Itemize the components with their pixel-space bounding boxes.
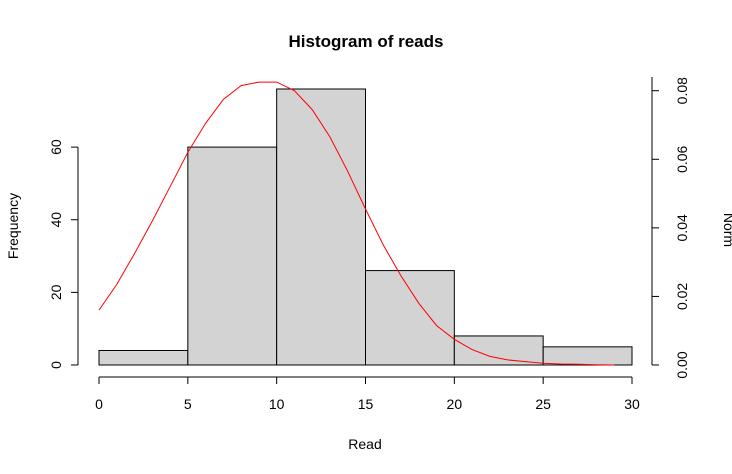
x-axis-label: Read [348, 436, 381, 452]
bar-3 [365, 270, 455, 366]
y-axis-label: Frequency [5, 193, 21, 259]
bar-2 [276, 88, 366, 366]
y2-axis-label: Norm [721, 213, 732, 247]
bars-group [98, 88, 633, 366]
y-axis-right: 0.00 0.02 0.04 0.06 0.08 [651, 77, 690, 379]
y-tick-label: 0 [48, 361, 64, 369]
y-tick-label: 60 [48, 139, 64, 155]
chart-title: Histogram of reads [289, 32, 444, 51]
x-tick-label: 15 [358, 396, 374, 412]
norm-curve-line [98, 81, 615, 366]
x-tick-label: 5 [184, 396, 192, 412]
x-tick-label: 30 [624, 396, 640, 412]
bar-4 [453, 335, 544, 366]
bar-5 [542, 346, 633, 366]
x-tick-label: 10 [269, 396, 285, 412]
y-tick-label: 40 [48, 212, 64, 228]
y2-tick-label: 0.04 [674, 214, 690, 241]
y-axis-left: 0 20 40 60 [48, 139, 79, 369]
x-axis: 0 5 10 15 20 25 30 [95, 376, 640, 412]
y2-tick-label: 0.02 [674, 283, 690, 310]
x-tick-label: 25 [535, 396, 551, 412]
norm-curve-group [98, 81, 615, 366]
y-tick-label: 20 [48, 284, 64, 300]
bar-1 [187, 146, 278, 366]
y2-tick-label: 0.00 [674, 351, 690, 378]
x-tick-label: 20 [447, 396, 463, 412]
y2-tick-label: 0.08 [674, 77, 690, 104]
y2-tick-label: 0.06 [674, 145, 690, 172]
bar-0 [98, 349, 189, 366]
x-tick-label: 0 [95, 396, 103, 412]
